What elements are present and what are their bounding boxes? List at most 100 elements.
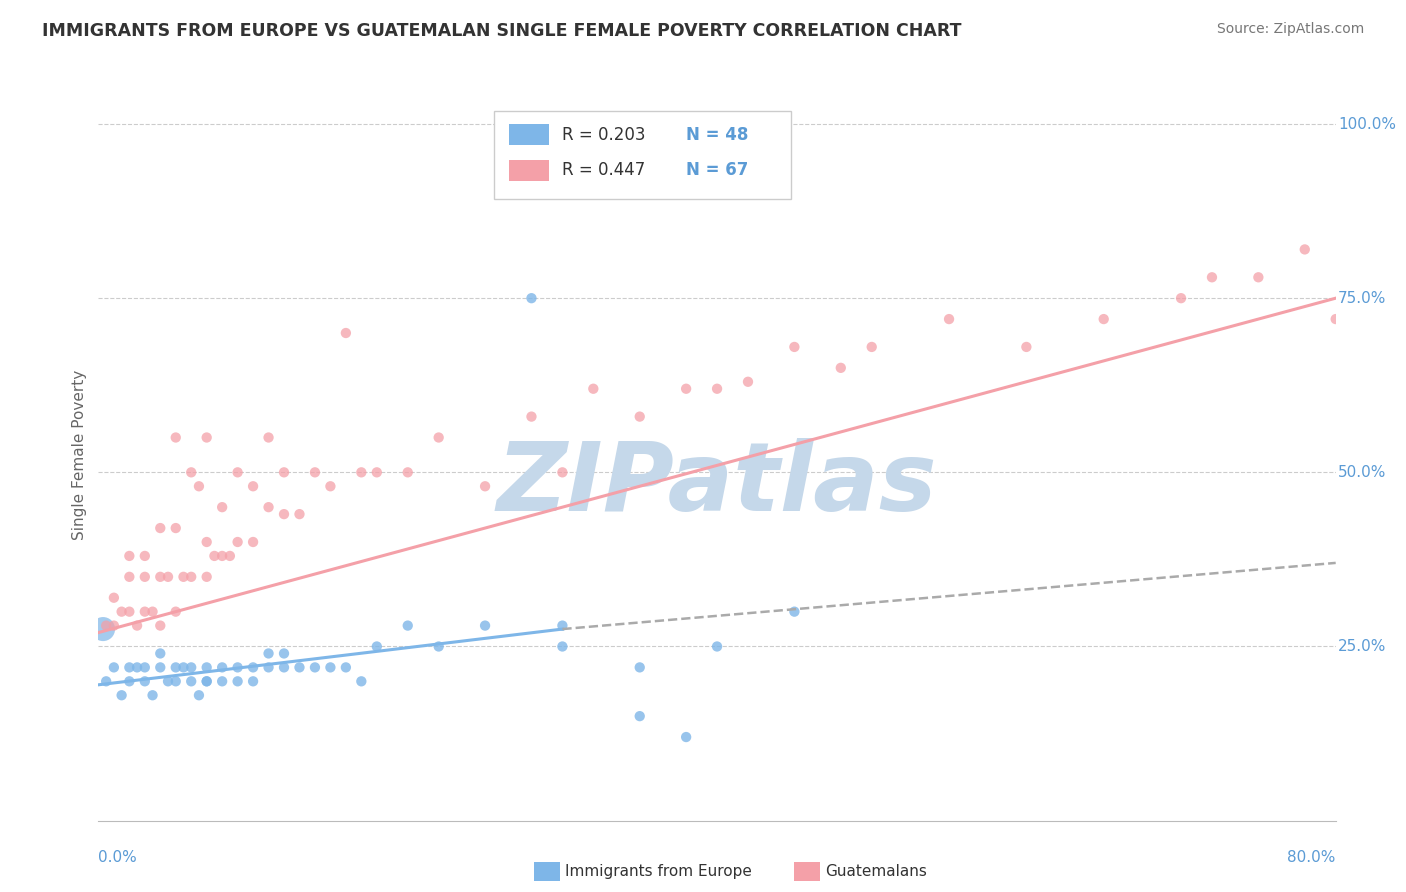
FancyBboxPatch shape (495, 112, 792, 199)
Point (118, 605, 141, 619)
Text: 25.0%: 25.0% (1339, 639, 1386, 654)
Point (1092, 312, 1115, 326)
Point (257, 660, 280, 674)
Point (427, 430, 450, 444)
Point (242, 660, 264, 674)
Point (257, 647, 280, 661)
Point (242, 674, 264, 689)
Point (474, 479, 496, 493)
Point (149, 570, 172, 584)
Text: 75.0%: 75.0% (1339, 291, 1386, 306)
Point (180, 660, 202, 674)
Point (226, 674, 249, 689)
Point (520, 291, 543, 305)
Point (165, 605, 187, 619)
Point (288, 660, 311, 674)
Point (195, 535, 218, 549)
Text: N = 67: N = 67 (686, 161, 748, 178)
Point (1201, 270, 1223, 285)
Point (706, 382, 728, 396)
Point (226, 535, 249, 549)
Point (242, 535, 264, 549)
Point (350, 466, 373, 480)
Point (204, 549, 226, 563)
Text: Source: ZipAtlas.com: Source: ZipAtlas.com (1216, 22, 1364, 37)
Point (118, 674, 141, 689)
Point (211, 500, 233, 515)
Point (134, 549, 156, 563)
Point (103, 618, 125, 632)
Point (195, 570, 218, 584)
Point (1247, 270, 1270, 285)
Point (180, 674, 202, 689)
Point (149, 618, 172, 632)
Point (273, 647, 295, 661)
Text: Guatemalans: Guatemalans (825, 864, 927, 879)
Point (134, 605, 156, 619)
Point (91, 622, 114, 636)
Text: 80.0%: 80.0% (1288, 850, 1336, 865)
Point (783, 340, 806, 354)
Point (118, 570, 141, 584)
Point (273, 507, 295, 521)
Point (304, 660, 326, 674)
Point (134, 570, 156, 584)
Point (1355, 674, 1378, 689)
Point (172, 570, 194, 584)
Point (127, 618, 149, 632)
Point (172, 660, 194, 674)
Point (783, 605, 806, 619)
Point (103, 591, 125, 605)
Point (830, 360, 852, 375)
Point (149, 660, 172, 674)
FancyBboxPatch shape (509, 161, 548, 180)
Text: R = 0.447: R = 0.447 (562, 161, 645, 178)
Point (195, 674, 218, 689)
Point (582, 382, 605, 396)
Text: Immigrants from Europe: Immigrants from Europe (565, 864, 752, 879)
Text: 100.0%: 100.0% (1339, 117, 1396, 131)
Point (165, 430, 187, 444)
Point (165, 660, 187, 674)
Point (219, 549, 242, 563)
Point (288, 507, 311, 521)
Text: 50.0%: 50.0% (1339, 465, 1386, 480)
Point (396, 466, 419, 480)
Point (165, 521, 187, 535)
Text: 0.0%: 0.0% (98, 850, 138, 865)
Point (366, 640, 388, 654)
Point (96, 618, 118, 632)
Point (180, 570, 202, 584)
Point (134, 660, 156, 674)
Point (319, 479, 342, 493)
Point (242, 479, 264, 493)
Point (141, 605, 165, 619)
Point (118, 549, 141, 563)
Point (1402, 640, 1406, 654)
Point (188, 688, 211, 702)
Point (195, 430, 218, 444)
Point (396, 618, 419, 632)
Point (737, 375, 759, 389)
Point (141, 688, 165, 702)
Point (157, 674, 180, 689)
Point (860, 340, 883, 354)
Point (1294, 243, 1316, 257)
Point (273, 660, 295, 674)
Point (195, 674, 218, 689)
Text: R = 0.203: R = 0.203 (562, 126, 645, 144)
Point (335, 326, 357, 340)
Point (195, 660, 218, 674)
Point (1170, 291, 1192, 305)
Point (273, 466, 295, 480)
Point (211, 660, 233, 674)
Point (127, 660, 149, 674)
Point (134, 674, 156, 689)
Point (211, 549, 233, 563)
Text: ZIPatlas: ZIPatlas (496, 438, 938, 531)
Point (304, 466, 326, 480)
Point (350, 674, 373, 689)
Point (188, 479, 211, 493)
Point (335, 660, 357, 674)
Point (551, 618, 574, 632)
